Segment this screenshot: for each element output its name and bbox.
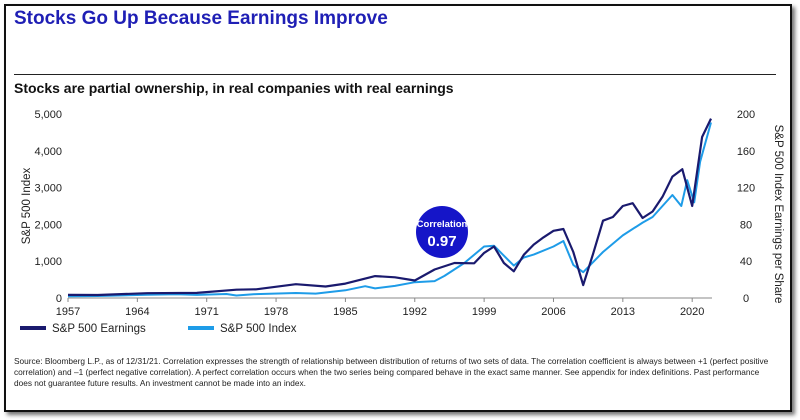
y-right-tick-label: 160 bbox=[737, 146, 755, 158]
y-right-tick-label: 80 bbox=[740, 219, 752, 231]
page-title: Stocks Go Up Because Earnings Improve bbox=[14, 8, 388, 29]
x-tick-label: 1978 bbox=[264, 306, 288, 318]
y-left-axis-title: S&P 500 Index bbox=[21, 167, 33, 244]
series-line-index bbox=[67, 122, 712, 298]
x-tick-label: 2006 bbox=[541, 306, 565, 318]
y-right-tick-label: 200 bbox=[737, 109, 755, 121]
y-right-tick-label: 0 bbox=[743, 293, 749, 305]
y-right-tick-label: 120 bbox=[737, 183, 755, 195]
x-tick-label: 1964 bbox=[125, 306, 149, 318]
legend-label-earnings: S&P 500 Earnings bbox=[52, 323, 146, 335]
x-tick-label: 1971 bbox=[194, 306, 218, 318]
y-left-tick-label: 5,000 bbox=[34, 109, 62, 121]
correlation-badge bbox=[416, 206, 468, 258]
x-tick-label: 2013 bbox=[611, 306, 635, 318]
x-tick-label: 1957 bbox=[56, 306, 80, 318]
series-line-earnings bbox=[67, 118, 712, 297]
y-left-tick-label: 2,000 bbox=[34, 219, 62, 231]
source-footnote: Source: Bloomberg L.P., as of 12/31/21. … bbox=[14, 356, 769, 388]
y-left-tick-label: 1,000 bbox=[34, 256, 62, 268]
y-left-tick-label: 3,000 bbox=[34, 183, 62, 195]
correlation-value: 0.97 bbox=[427, 233, 456, 250]
y-right-axis-title: S&P 500 Index Earnings per Share bbox=[772, 125, 784, 304]
x-tick-label: 1992 bbox=[403, 306, 427, 318]
correlation-label: Correlation bbox=[417, 219, 468, 230]
chart-subtitle: Stocks are partial ownership, in real co… bbox=[14, 80, 454, 96]
y-right-tick-label: 40 bbox=[740, 256, 752, 268]
title-divider bbox=[14, 74, 776, 75]
x-tick-label: 2020 bbox=[680, 306, 704, 318]
x-tick-label: 1999 bbox=[472, 306, 496, 318]
y-left-tick-label: 4,000 bbox=[34, 146, 62, 158]
legend-label-index: S&P 500 Index bbox=[220, 323, 297, 335]
y-left-tick-label: 0 bbox=[56, 293, 62, 305]
x-tick-label: 1985 bbox=[333, 306, 357, 318]
